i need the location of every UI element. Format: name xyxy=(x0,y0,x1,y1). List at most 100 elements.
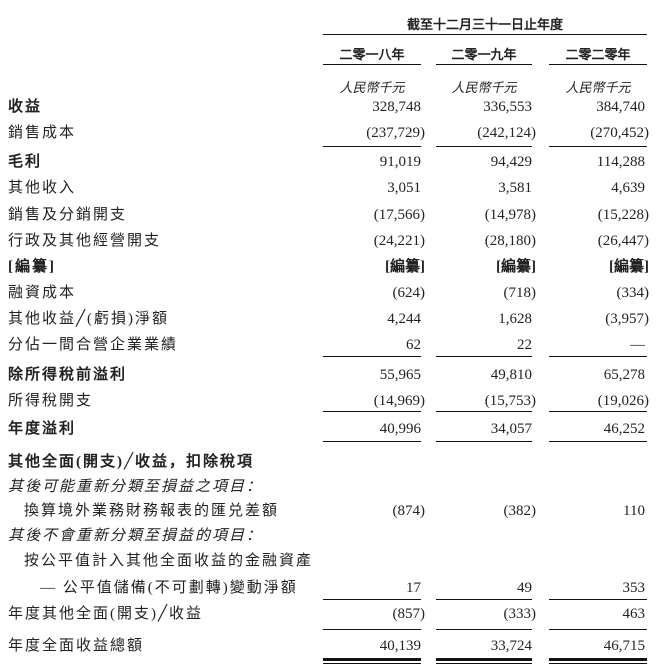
row-value-2019: (242,124) xyxy=(477,125,536,141)
row-value-2018: (624) xyxy=(392,285,426,301)
subtotal-rule xyxy=(436,411,532,412)
row-value-2020: (3,957) xyxy=(605,311,649,327)
row-value-2020: 4,639 xyxy=(611,180,645,196)
period-header: 截至十二月三十一日止年度 xyxy=(406,17,563,32)
subtotal-rule xyxy=(436,441,532,442)
year-rule xyxy=(323,64,421,65)
row-value-2018: 40,996 xyxy=(379,421,421,437)
row-label: 銷售成本 xyxy=(8,125,77,141)
row-value-2020: — xyxy=(630,337,645,353)
row-value-2018: (14,969) xyxy=(373,393,425,409)
row-label: 除所得稅前溢利 xyxy=(8,367,128,383)
row-label: 其他全面(開支)╱收益，扣除稅項 xyxy=(8,454,255,470)
row-value-2020: 353 xyxy=(622,580,646,596)
row-value-2019: (333) xyxy=(503,606,537,622)
row-value-2020: 46,252 xyxy=(603,421,645,437)
row-label: 換算境外業務財務報表的匯兑差額 xyxy=(24,503,280,519)
subtotal-rule xyxy=(323,441,421,442)
row-label: 分佔一間合營企業業績 xyxy=(8,337,179,353)
year-header-2019: 二零一九年 xyxy=(451,47,517,62)
subtotal-rule xyxy=(323,356,421,357)
row-value-2020: [編纂] xyxy=(609,259,649,275)
row-value-2020: (15,228) xyxy=(597,207,649,223)
row-value-2020: 114,288 xyxy=(596,154,645,170)
row-value-2018: [編纂] xyxy=(385,259,425,275)
row-value-2019: 22 xyxy=(517,337,532,353)
year-header-2018: 二零一八年 xyxy=(339,47,405,62)
total-double-rule xyxy=(549,658,647,661)
subtotal-rule xyxy=(549,146,647,147)
row-value-2018: (237,729) xyxy=(366,125,425,141)
row-value-2019: (14,978) xyxy=(484,207,536,223)
row-value-2018: (24,221) xyxy=(373,233,425,249)
subtotal-rule xyxy=(436,599,532,600)
total-double-rule xyxy=(323,658,421,661)
row-value-2018: (874) xyxy=(392,503,426,519)
row-value-2018: 3,051 xyxy=(387,180,421,196)
row-value-2020: 65,278 xyxy=(603,367,645,383)
row-label: 其他收入 xyxy=(8,180,77,196)
row-value-2019: 49,810 xyxy=(490,367,532,383)
row-value-2020: 384,740 xyxy=(596,99,645,115)
row-value-2020: (334) xyxy=(616,285,650,301)
subtotal-rule xyxy=(549,441,647,442)
row-value-2020: 463 xyxy=(622,606,646,622)
total-double-rule xyxy=(436,663,532,664)
header-rule xyxy=(323,34,647,35)
row-value-2018: 328,748 xyxy=(372,99,421,115)
total-double-rule xyxy=(436,658,532,661)
row-value-2019: [編纂] xyxy=(496,259,536,275)
row-value-2020: (270,452) xyxy=(590,125,649,141)
row-label: 收益 xyxy=(8,99,43,115)
row-value-2020: (26,447) xyxy=(597,233,649,249)
row-value-2018: 4,244 xyxy=(387,311,421,327)
row-value-2018: 62 xyxy=(406,337,421,353)
row-label: 按公平值計入其他全面收益的金融資產 xyxy=(24,553,314,569)
row-label: — 公平值儲備(不可劃轉)變動淨額 xyxy=(40,580,298,596)
subtotal-rule xyxy=(549,629,647,630)
subtotal-rule xyxy=(323,629,421,630)
row-label: 行政及其他經營開支 xyxy=(8,233,162,249)
total-double-rule xyxy=(549,663,647,664)
unit-label: 人民幣千元 xyxy=(565,80,631,95)
subtotal-rule xyxy=(323,146,421,147)
row-label: [編纂] xyxy=(8,259,56,275)
row-label: 年度全面收益總額 xyxy=(8,638,145,654)
subtotal-rule xyxy=(436,356,532,357)
row-value-2019: (718) xyxy=(503,285,537,301)
row-label: 銷售及分銷開支 xyxy=(8,207,128,223)
row-value-2019: 336,553 xyxy=(483,99,532,115)
year-header-2020: 二零二零年 xyxy=(565,47,631,62)
row-value-2019: (382) xyxy=(503,503,537,519)
year-rule xyxy=(549,64,647,65)
row-value-2019: (28,180) xyxy=(484,233,536,249)
unit-label: 人民幣千元 xyxy=(451,80,517,95)
row-label: 年度其他全面(開支)╱收益 xyxy=(8,606,204,622)
row-label: 其他收益╱(虧損)淨額 xyxy=(8,311,170,327)
row-value-2020: (19,026) xyxy=(597,393,649,409)
row-value-2018: 17 xyxy=(406,580,421,596)
subtotal-rule xyxy=(549,356,647,357)
row-value-2019: 1,628 xyxy=(498,311,532,327)
year-rule xyxy=(436,64,532,65)
unit-label: 人民幣千元 xyxy=(339,80,405,95)
row-value-2019: (15,753) xyxy=(484,393,536,409)
row-label: 融資成本 xyxy=(8,285,77,301)
row-value-2018: 91,019 xyxy=(379,154,421,170)
row-value-2018: (17,566) xyxy=(373,207,425,223)
subtotal-rule xyxy=(323,411,421,412)
row-value-2020: 46,715 xyxy=(603,638,645,654)
row-label: 其後可能重新分類至損益之項目： xyxy=(8,479,264,495)
subtotal-rule xyxy=(549,411,647,412)
row-value-2019: 33,724 xyxy=(490,638,532,654)
row-label: 年度溢利 xyxy=(8,421,77,437)
row-label: 所得稅開支 xyxy=(8,393,94,409)
subtotal-rule xyxy=(436,146,532,147)
row-value-2019: 34,057 xyxy=(490,421,532,437)
row-value-2018: (857) xyxy=(392,606,426,622)
subtotal-rule xyxy=(549,599,647,600)
subtotal-rule xyxy=(436,629,532,630)
row-value-2018: 55,965 xyxy=(379,367,421,383)
row-value-2019: 3,581 xyxy=(498,180,532,196)
row-label: 其後不會重新分類至損益的項目： xyxy=(8,528,264,544)
